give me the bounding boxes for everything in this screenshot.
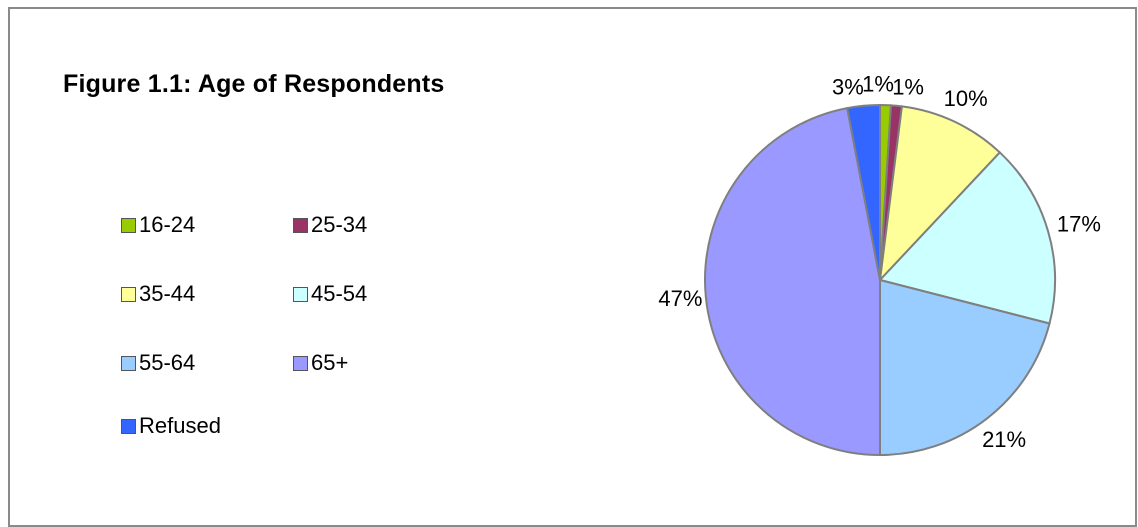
chart-title: Figure 1.1: Age of Respondents <box>63 70 445 98</box>
legend-item-55-64: 55-64 <box>121 350 195 376</box>
legend-label: 45-54 <box>311 281 368 306</box>
pie-slice-35-44 <box>878 105 1002 283</box>
slice-label: 1% <box>892 74 924 99</box>
legend-swatch <box>121 355 136 371</box>
slice-label: 47% <box>658 286 702 311</box>
legend-label: 25-34 <box>311 212 368 237</box>
legend-label: 55-64 <box>139 350 196 375</box>
pie-slice-refused <box>846 103 881 281</box>
legend-swatch <box>293 355 308 371</box>
pie-slice-55-64 <box>879 278 1051 457</box>
slice-label: 21% <box>982 427 1026 452</box>
legend-item-16-24: 16-24 <box>121 212 195 238</box>
legend-item-refused: Refused <box>121 413 221 439</box>
slice-label: 3% <box>832 74 864 99</box>
legend-item-25-34: 25-34 <box>293 212 367 238</box>
legend-label: 35-44 <box>139 281 196 306</box>
pie-chart: 1%1% 10% 17% 21% 47% 3% <box>658 72 1101 457</box>
legend-swatch <box>121 418 136 434</box>
slice-label: 17% <box>1057 211 1101 236</box>
legend-label: 65+ <box>311 350 349 375</box>
legend-swatch <box>293 286 308 302</box>
legend-item-35-44: 35-44 <box>121 281 195 307</box>
pie-slice-45-54 <box>878 151 1056 325</box>
pie-slice-65plus <box>704 106 881 457</box>
slice-label: 10% <box>944 86 988 111</box>
legend-swatch <box>121 217 136 233</box>
legend-label: Refused <box>139 413 221 438</box>
legend-label: 16-24 <box>139 212 196 237</box>
legend-item-65plus: 65+ <box>293 350 348 376</box>
legend-swatch <box>293 217 308 233</box>
slice-label: 1% <box>862 72 894 97</box>
legend-item-45-54: 45-54 <box>293 281 367 307</box>
legend-swatch <box>121 286 136 302</box>
